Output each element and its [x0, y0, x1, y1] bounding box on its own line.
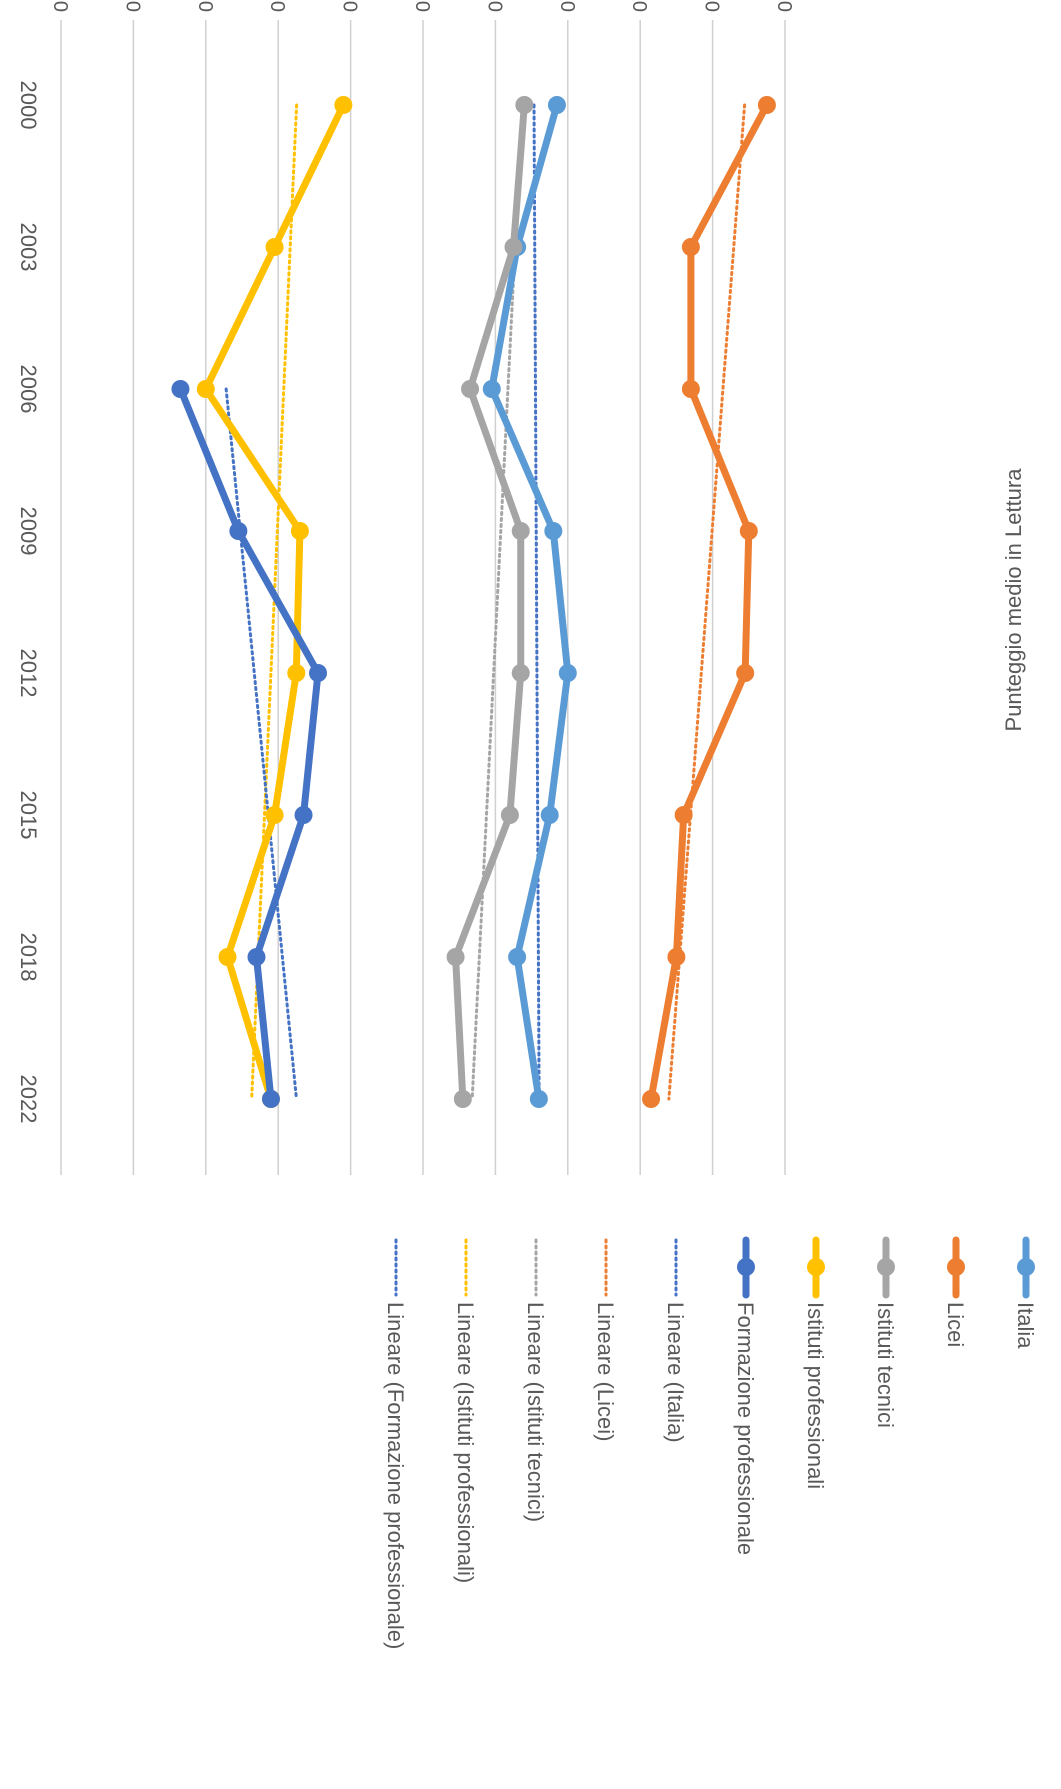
- series-line-licei: [647, 101, 771, 1103]
- y-tick-label: 490: [556, 0, 578, 12]
- data-point-licei: [739, 522, 758, 540]
- x-tick-label: 2006: [16, 365, 41, 414]
- legend-label-lineare-licei: Lineare (Licei): [593, 1302, 618, 1441]
- y-tick-label: 410: [266, 0, 288, 12]
- x-tick-label: 2022: [16, 1075, 41, 1124]
- data-point-istituti-professionali: [196, 380, 215, 398]
- data-point-italia: [540, 806, 559, 824]
- plot-area: 550 530 510 490 470 450 430 410 390 370 350 2000 200…: [0, 0, 1026, 1175]
- data-point-istituti-professionali: [334, 96, 353, 114]
- legend: Italia Licei Istituti tecnici Istituti prof…: [383, 1236, 1038, 1649]
- x-tick-label: 2018: [16, 933, 41, 982]
- data-point-licei: [674, 806, 693, 824]
- trendline-lineare-italia: [532, 103, 541, 1101]
- x-tick-label: 2000: [16, 81, 41, 130]
- legend-label-lineare-formazione-professionale: Lineare (Formazione professionale): [383, 1302, 408, 1649]
- data-point-italia: [529, 1090, 548, 1108]
- series-line-formazione-professionale: [176, 385, 322, 1103]
- legend-marker-formazione-professionale: [737, 1258, 755, 1276]
- data-point-licei: [667, 948, 686, 966]
- legend-marker-licei: [947, 1258, 965, 1276]
- data-point-istituti-tecnici: [500, 806, 519, 824]
- data-point-licei: [681, 380, 700, 398]
- data-point-formazione-professionale: [171, 380, 190, 398]
- x-tick-label: 2009: [16, 507, 41, 556]
- data-point-istituti-tecnici: [453, 1090, 472, 1108]
- y-tick-label: 550: [773, 0, 795, 12]
- data-point-licei: [757, 96, 776, 114]
- data-point-licei: [681, 238, 700, 256]
- data-point-italia: [482, 380, 501, 398]
- legend-label-istituti-tecnici: Istituti tecnici: [873, 1302, 898, 1428]
- y-tick-label: 370: [121, 0, 143, 12]
- series-line-istituti-tecnici: [452, 101, 528, 1103]
- data-point-istituti-professionali: [290, 522, 309, 540]
- data-point-istituti-professionali: [218, 948, 237, 966]
- x-tick-label: 2015: [16, 791, 41, 840]
- legend-label-lineare-istituti-tecnici: Lineare (Istituti tecnici): [523, 1302, 548, 1522]
- x-axis-title: Rilevazioni PISA: [0, 511, 2, 688]
- y-tick-label: 450: [411, 0, 433, 12]
- series-line-italia: [488, 101, 572, 1103]
- y-tick-label: 510: [628, 0, 650, 12]
- data-point-istituti-tecnici: [461, 380, 480, 398]
- data-point-istituti-professionali: [265, 806, 284, 824]
- legend-marker-italia: [1017, 1258, 1035, 1276]
- legend-label-licei: Licei: [943, 1302, 968, 1347]
- data-point-italia: [508, 948, 527, 966]
- legend-label-formazione-professionale: Formazione professionale: [733, 1302, 758, 1555]
- y-tick-label: 390: [194, 0, 216, 12]
- data-point-italia: [547, 96, 566, 114]
- data-point-istituti-tecnici: [515, 96, 534, 114]
- data-point-formazione-professionale: [229, 522, 248, 540]
- legend-label-istituti-professionali: Istituti professionali: [803, 1302, 828, 1489]
- legend-label-italia: Italia: [1013, 1302, 1038, 1349]
- trendline-lineare-istituti-professionali: [250, 103, 299, 1101]
- data-point-istituti-professionali: [265, 238, 284, 256]
- trendline-lineare-licei: [667, 103, 747, 1101]
- data-point-formazione-professionale: [309, 664, 328, 682]
- data-point-istituti-tecnici: [446, 948, 465, 966]
- data-point-istituti-tecnici: [504, 238, 523, 256]
- data-point-istituti-tecnici: [511, 664, 530, 682]
- legend-label-lineare-italia: Lineare (Italia): [663, 1302, 688, 1443]
- data-point-formazione-professionale: [261, 1090, 280, 1108]
- data-point-italia: [558, 664, 577, 682]
- x-tick-label: 2012: [16, 649, 41, 698]
- legend-marker-istituti-tecnici: [877, 1258, 895, 1276]
- data-point-italia: [544, 522, 563, 540]
- trendline-lineare-istituti-tecnici: [470, 103, 524, 1101]
- legend-marker-istituti-professionali: [807, 1258, 825, 1276]
- series-line-istituti-professionali: [202, 101, 347, 1103]
- data-point-licei: [642, 1090, 661, 1108]
- y-tick-label: 470: [483, 0, 505, 12]
- trendline-lineare-formazione-professionale: [224, 387, 298, 1101]
- data-point-licei: [736, 664, 755, 682]
- x-tick-label: 2003: [16, 223, 41, 272]
- data-point-formazione-professionale: [247, 948, 266, 966]
- data-point-istituti-tecnici: [511, 522, 530, 540]
- legend-label-lineare-istituti-professionali: Lineare (Istituti professionali): [453, 1302, 478, 1583]
- data-point-formazione-professionale: [294, 806, 313, 824]
- y-axis-title: Punteggio medio in Lettura: [1001, 468, 1026, 732]
- y-tick-label: 350: [49, 0, 71, 12]
- y-tick-label: 430: [339, 0, 361, 12]
- data-point-istituti-professionali: [287, 664, 306, 682]
- y-tick-label: 530: [701, 0, 723, 12]
